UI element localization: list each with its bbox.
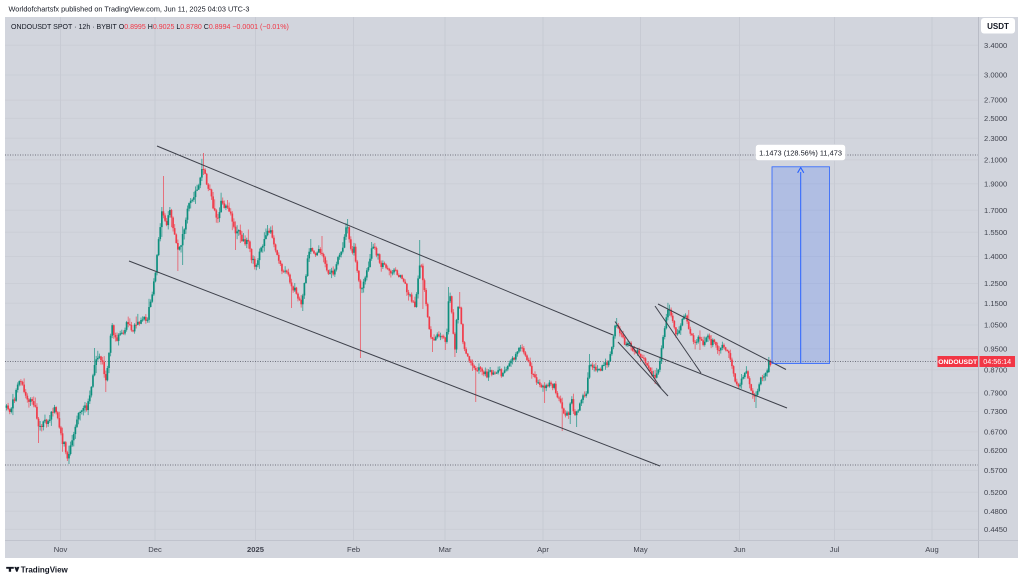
svg-text:Mar: Mar [438, 545, 452, 554]
svg-text:0.8700: 0.8700 [984, 365, 1007, 374]
svg-text:0.4800: 0.4800 [984, 507, 1007, 516]
svg-text:Worldofchartsfx published on T: Worldofchartsfx published on TradingView… [9, 4, 250, 13]
svg-text:3.4000: 3.4000 [984, 41, 1007, 50]
svg-text:1.5500: 1.5500 [984, 228, 1007, 237]
svg-text:0.6700: 0.6700 [984, 428, 1007, 437]
svg-text:0.5700: 0.5700 [984, 466, 1007, 475]
svg-text:Jul: Jul [830, 545, 840, 554]
svg-text:1.4000: 1.4000 [984, 252, 1007, 261]
svg-text:Aug: Aug [925, 545, 939, 554]
svg-text:1.1500: 1.1500 [984, 299, 1007, 308]
svg-text:2.1000: 2.1000 [984, 156, 1007, 165]
svg-text:ONDOUSDT: ONDOUSDT [938, 359, 978, 366]
svg-text:1.0500: 1.0500 [984, 321, 1007, 330]
svg-text:USDT: USDT [987, 22, 1009, 31]
svg-text:May: May [633, 545, 648, 554]
svg-text:2.3000: 2.3000 [984, 134, 1007, 143]
svg-text:2.5000: 2.5000 [984, 114, 1007, 123]
svg-text:1.1473 (128.56%) 11,473: 1.1473 (128.56%) 11,473 [759, 148, 842, 157]
svg-text:0.9500: 0.9500 [984, 344, 1007, 353]
svg-text:1.7000: 1.7000 [984, 206, 1007, 215]
svg-text:2025: 2025 [247, 545, 265, 554]
svg-text:3.0000: 3.0000 [984, 71, 1007, 80]
svg-text:0.5200: 0.5200 [984, 488, 1007, 497]
svg-text:ONDOUSDT SPOT · 12h · BYBIT O: ONDOUSDT SPOT · 12h · BYBIT O0.8995 H0.9… [11, 24, 289, 31]
svg-text:1.2500: 1.2500 [984, 279, 1007, 288]
svg-text:04:56:14: 04:56:14 [983, 357, 1011, 366]
svg-text:Apr: Apr [537, 545, 549, 554]
svg-text:0.7300: 0.7300 [984, 407, 1007, 416]
svg-text:0.4450: 0.4450 [984, 525, 1007, 534]
svg-text:Feb: Feb [347, 545, 360, 554]
svg-text:0.7900: 0.7900 [984, 388, 1007, 397]
svg-text:2.7000: 2.7000 [984, 96, 1007, 105]
svg-text:0.6200: 0.6200 [984, 446, 1007, 455]
svg-text:Jun: Jun [733, 545, 745, 554]
svg-text:Dec: Dec [148, 545, 162, 554]
svg-text:Nov: Nov [54, 545, 68, 554]
svg-text:1.9000: 1.9000 [984, 179, 1007, 188]
svg-text:TradingView: TradingView [21, 565, 69, 574]
